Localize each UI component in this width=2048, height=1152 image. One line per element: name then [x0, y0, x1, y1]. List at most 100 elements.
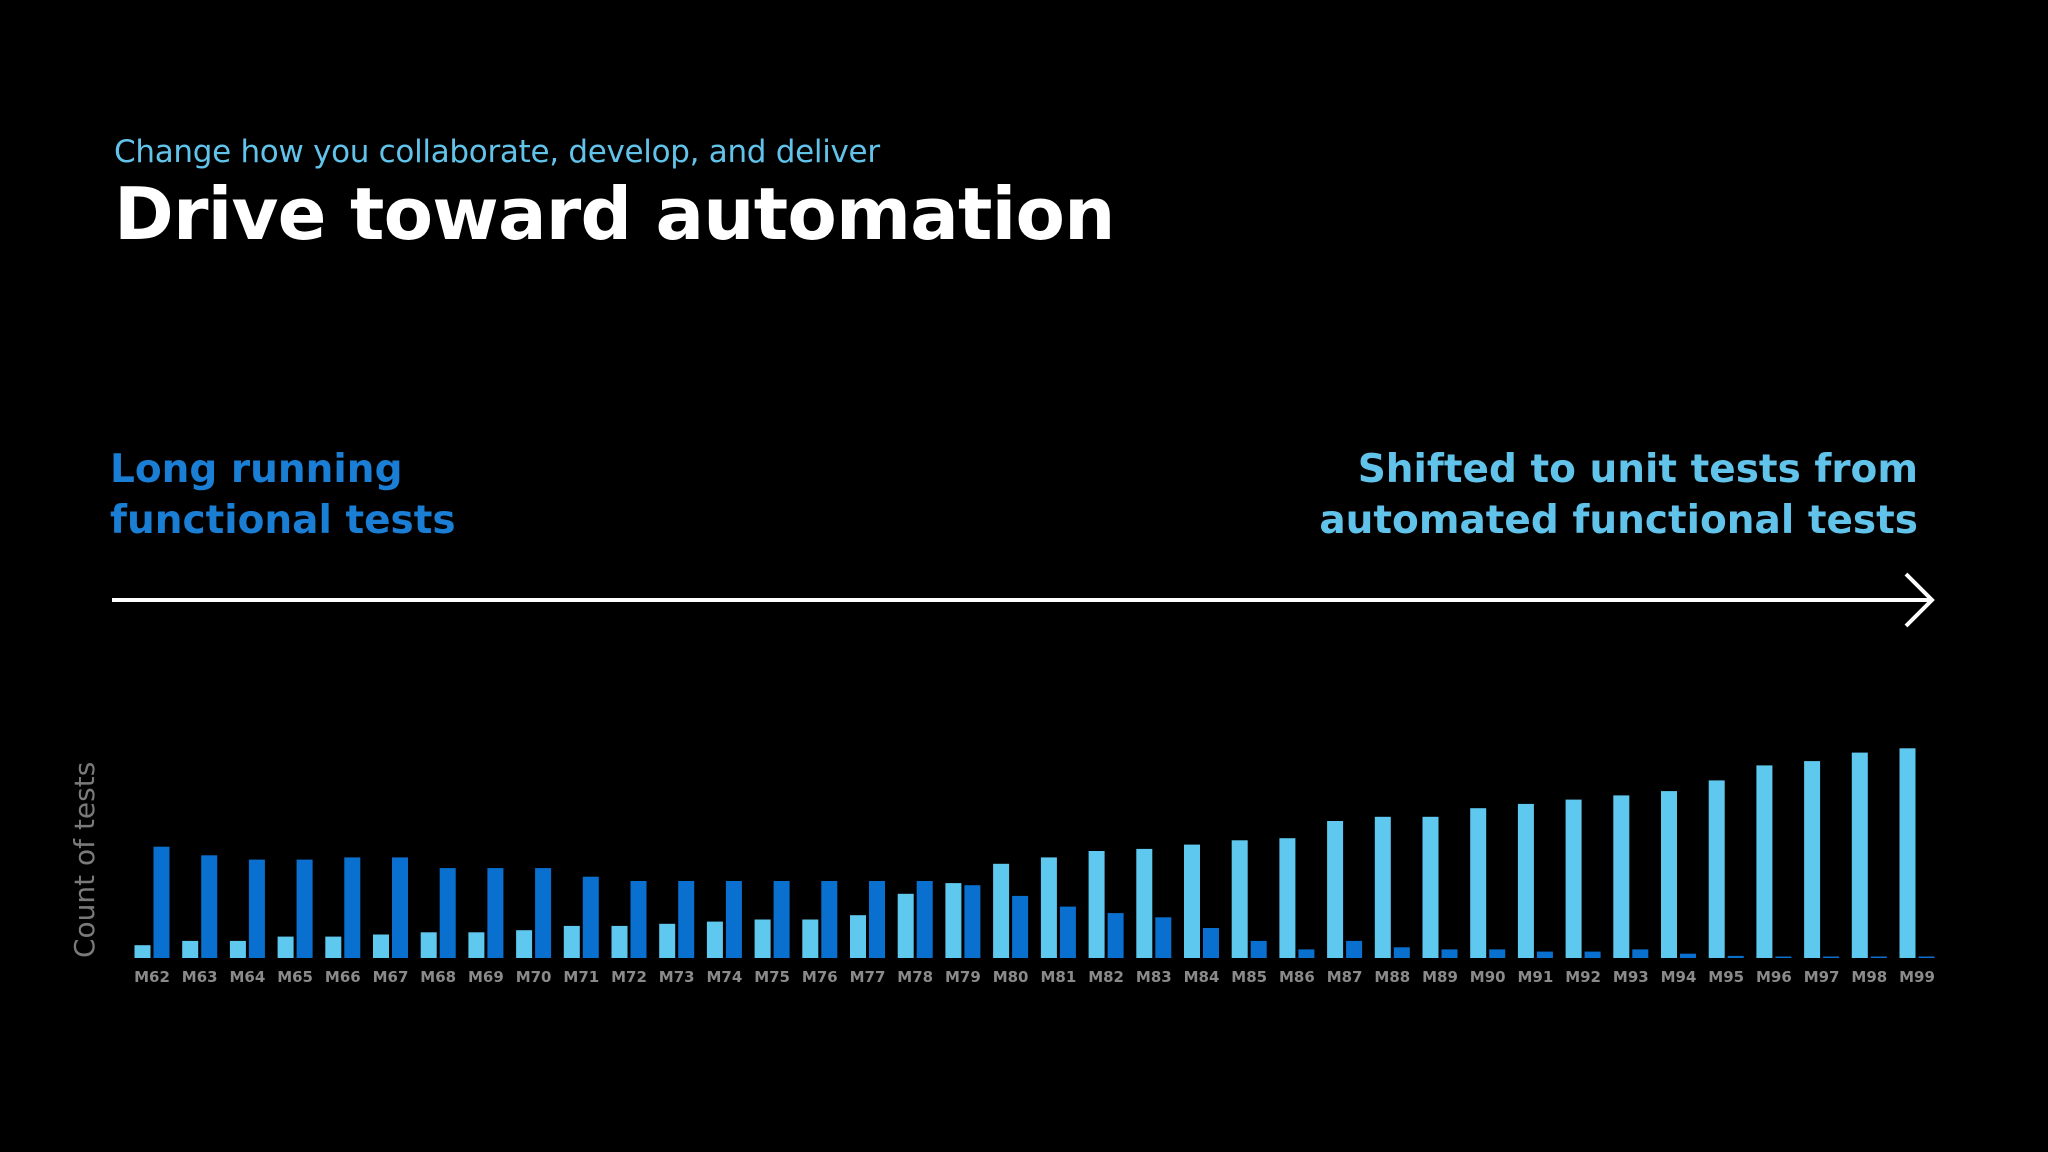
bar-m95-series-1	[1708, 780, 1725, 958]
bar-m98-series-1	[1851, 752, 1868, 958]
bar-m99-series-1	[1899, 748, 1916, 958]
x-tick-group: M62 M63 M64 M65 M66 M67 M68 M69 M70 M71 M72 M73 M74 M…	[134, 968, 1935, 986]
left-note: Long running functional tests	[110, 444, 530, 546]
bar-m84-series-1	[1184, 844, 1200, 958]
bar-m90-series-1	[1470, 808, 1487, 958]
bar-m93-series-1	[1613, 795, 1630, 958]
bar-m68-series-1	[420, 932, 437, 958]
bar-m74-series-1	[706, 921, 723, 958]
bar-m63-series-2	[201, 855, 218, 958]
x-tick-label-m74: M74	[706, 968, 742, 986]
x-tick-label-m97: M97	[1804, 968, 1840, 986]
bar-m92-series-2	[1584, 951, 1601, 958]
bar-m84-series-2	[1203, 928, 1219, 958]
x-tick-label-m81: M81	[1040, 968, 1076, 986]
bar-m79-series-1	[945, 883, 962, 958]
x-tick-label-m83: M83	[1136, 968, 1172, 986]
x-tick-label-m70: M70	[516, 968, 552, 986]
x-tick-label-m77: M77	[850, 968, 886, 986]
x-tick-label-m75: M75	[754, 968, 790, 986]
bar-m63-series-1	[182, 940, 199, 958]
x-tick-label-m67: M67	[373, 968, 409, 986]
x-tick-label-m68: M68	[420, 968, 456, 986]
x-tick-label-m86: M86	[1279, 968, 1315, 986]
x-tick-label-m92: M92	[1565, 968, 1601, 986]
slide-title: Drive toward automation	[114, 172, 1115, 256]
bar-m69-series-2	[487, 868, 504, 958]
bar-m85-series-1	[1231, 840, 1248, 958]
x-tick-label-m95: M95	[1708, 968, 1744, 986]
bar-m86-series-2	[1298, 949, 1315, 958]
bar-m88-series-1	[1374, 816, 1391, 958]
bar-m95-series-2	[1727, 955, 1744, 958]
bar-m82-series-1	[1088, 851, 1105, 958]
bar-m82-series-2	[1107, 913, 1124, 958]
bar-m70-series-2	[535, 868, 552, 958]
bar-m76-series-2	[821, 881, 838, 958]
bar-m81-series-1	[1040, 857, 1057, 958]
bar-m97-series-2	[1823, 956, 1840, 958]
bar-m86-series-1	[1279, 838, 1296, 958]
bar-m89-series-2	[1441, 949, 1458, 958]
x-tick-label-m85: M85	[1231, 968, 1267, 986]
x-tick-label-m87: M87	[1327, 968, 1363, 986]
bar-m76-series-1	[802, 919, 819, 958]
bar-m77-series-1	[850, 915, 866, 958]
bar-m83-series-2	[1155, 917, 1172, 958]
bar-m89-series-1	[1422, 816, 1439, 958]
x-tick-label-m73: M73	[659, 968, 695, 986]
bar-m66-series-2	[344, 857, 361, 958]
x-tick-label-m94: M94	[1661, 968, 1697, 986]
bar-m62-series-1	[134, 945, 151, 958]
x-tick-label-m80: M80	[993, 968, 1029, 986]
bar-m81-series-2	[1059, 906, 1076, 958]
x-tick-label-m82: M82	[1088, 968, 1124, 986]
x-tick-label-m72: M72	[611, 968, 647, 986]
right-note: Shifted to unit tests from automated fun…	[1298, 444, 1918, 546]
bar-m78-series-2	[916, 881, 933, 958]
bar-m98-series-2	[1870, 956, 1887, 958]
x-tick-label-m66: M66	[325, 968, 361, 986]
x-tick-label-m96: M96	[1756, 968, 1792, 986]
left-note-line-1: Long running	[110, 447, 403, 492]
x-tick-label-m65: M65	[277, 968, 313, 986]
bar-m78-series-1	[897, 893, 914, 958]
bar-m90-series-2	[1489, 949, 1506, 958]
bar-m64-series-2	[248, 859, 265, 958]
x-tick-label-m91: M91	[1517, 968, 1553, 986]
right-note-line-1: Shifted to unit tests from	[1357, 447, 1918, 492]
x-tick-label-m78: M78	[897, 968, 933, 986]
bar-m93-series-2	[1632, 949, 1649, 958]
slide-kicker: Change how you collaborate, develop, and…	[114, 134, 880, 170]
x-tick-label-m79: M79	[945, 968, 981, 986]
bar-m94-series-2	[1680, 953, 1696, 958]
tests-bar-chart: Count of tests M62 M63 M64 M65 M66 M67 M68 M69 M…	[68, 748, 1935, 986]
x-tick-label-m90: M90	[1470, 968, 1506, 986]
bar-m91-series-1	[1517, 803, 1534, 958]
left-note-line-2: functional tests	[110, 498, 456, 543]
bar-m80-series-1	[993, 863, 1010, 958]
bar-m97-series-1	[1804, 761, 1821, 958]
bar-m91-series-2	[1536, 951, 1553, 958]
bar-m75-series-1	[754, 919, 771, 958]
x-tick-label-m84: M84	[1184, 968, 1220, 986]
bar-m92-series-1	[1565, 799, 1582, 958]
timeline-arrow	[112, 572, 1935, 628]
bar-m77-series-2	[869, 881, 885, 958]
bar-m72-series-2	[630, 881, 647, 958]
x-tick-label-m93: M93	[1613, 968, 1649, 986]
bar-m75-series-2	[773, 881, 790, 958]
bar-m96-series-2	[1775, 956, 1792, 958]
bar-m73-series-1	[659, 923, 676, 958]
bar-m87-series-1	[1327, 821, 1344, 958]
bar-m71-series-1	[563, 925, 580, 958]
bar-m62-series-2	[153, 846, 170, 958]
bar-m68-series-2	[439, 868, 456, 958]
x-tick-label-m69: M69	[468, 968, 504, 986]
x-tick-label-m88: M88	[1374, 968, 1410, 986]
bar-m87-series-2	[1346, 940, 1363, 958]
bar-m66-series-1	[325, 936, 342, 958]
bar-m83-series-1	[1136, 848, 1153, 958]
x-tick-label-m89: M89	[1422, 968, 1458, 986]
bar-m80-series-2	[1012, 895, 1029, 958]
